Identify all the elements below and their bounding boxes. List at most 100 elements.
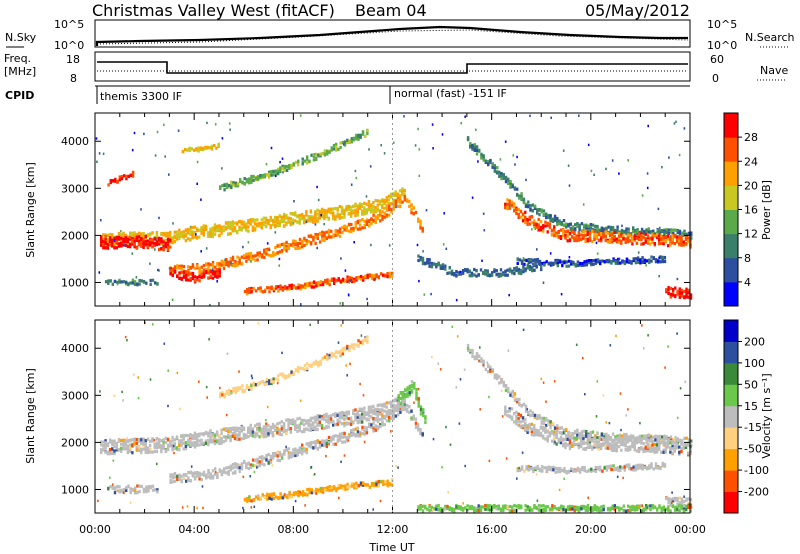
data-cell [252,384,255,388]
data-cell [303,218,306,222]
data-cell [399,204,402,209]
data-cell [178,276,181,280]
data-cell [256,428,259,432]
data-cell [251,458,255,462]
data-cell [193,431,197,435]
data-cell [370,423,373,427]
data-cell [645,259,649,263]
data-cell [221,184,224,188]
data-cell [246,289,249,293]
data-cell [289,430,292,434]
data-cell [419,226,422,230]
data-cell [325,426,328,430]
data-cell [320,426,324,430]
data-cell [359,219,362,223]
data-cell [176,266,179,270]
data-cell [487,160,490,164]
data-cell [298,219,301,223]
data-cell [238,466,241,470]
data-cell [223,184,226,188]
data-cell [504,206,507,210]
data-cell [549,420,552,424]
data-cell [369,415,373,419]
data-cell [213,439,217,443]
data-cell [629,239,632,243]
data-cell [316,216,319,220]
data-cell [352,411,355,415]
data-cell [182,270,186,274]
data-cell [258,435,261,439]
data-cell [666,237,670,241]
data-cell [417,258,420,263]
data-cell [521,219,525,223]
data-cell [303,238,306,243]
cpid-panel: CPID themis 3300 IF normal (fast) -151 I… [5,85,690,104]
data-cell [475,152,479,156]
data-cell [250,286,253,291]
data-cell [225,262,228,267]
data-cell [106,444,110,448]
data-cell [600,239,603,243]
data-cell [272,380,275,384]
data-cell [283,449,286,453]
noise-cell [196,160,199,164]
data-cell [421,262,425,266]
data-cell [559,236,563,240]
data-cell [193,475,197,479]
noise-cell [354,169,357,173]
noise-cell [209,303,211,307]
colorbar-tick-label: 4 [744,276,751,289]
noise-cell [647,124,649,128]
data-cell [182,476,186,481]
data-cell [421,259,425,263]
data-cell [100,240,103,244]
data-cell [200,226,203,230]
data-cell [367,405,371,409]
data-cell [363,206,366,210]
data-cell [687,236,690,240]
data-cell [301,493,305,497]
data-cell [227,392,231,396]
data-cell [169,245,172,249]
colorbar-segment [724,161,738,186]
data-cell [158,247,161,251]
data-cell [222,260,226,264]
data-cell [122,237,125,241]
data-cell [515,266,518,270]
data-cell [113,441,116,445]
data-cell [271,434,275,438]
data-cell [316,233,319,237]
data-cell [337,486,340,490]
data-cell [475,356,479,361]
data-cell [278,428,281,432]
data-cell [385,414,389,418]
data-cell [545,423,548,428]
data-cell [137,242,141,246]
data-cell [600,226,604,230]
data-cell [268,175,271,179]
data-cell [336,206,339,211]
data-cell [274,453,277,457]
data-cell [210,144,214,148]
data-cell [178,236,181,241]
data-cell [261,173,264,178]
data-cell [533,415,537,419]
noise-cell [482,212,485,215]
data-cell [164,245,168,249]
data-cell [513,202,516,206]
data-cell [275,285,278,289]
data-cell [224,427,228,431]
data-cell [319,280,322,284]
data-cell [193,434,197,438]
data-cell [358,205,362,209]
data-cell [518,196,521,200]
data-cell [117,448,121,452]
data-cell [115,443,118,447]
data-cell [556,222,559,227]
data-cell [611,230,614,235]
data-cell [622,234,625,238]
data-cell [392,408,395,412]
data-cell [332,147,336,151]
data-cell [258,254,261,258]
data-cell [356,413,359,417]
